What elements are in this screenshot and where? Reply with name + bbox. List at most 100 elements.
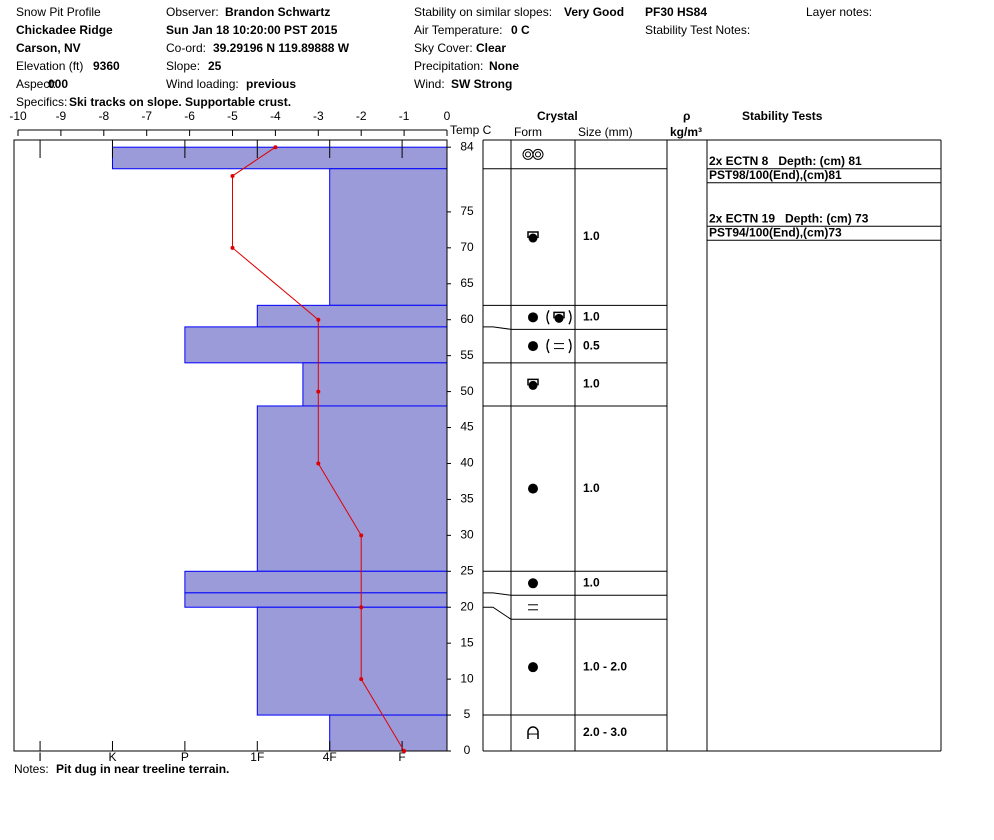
hardness-bar [329,168,448,306]
grain-symbol [525,151,531,158]
location: Chickadee Ridge [16,23,113,37]
hardness-bar [184,570,448,594]
temperature-point [359,677,364,682]
row-connector [483,606,512,620]
temperature-point [316,389,321,394]
aspect-value: 000 [48,77,68,91]
temperature-point [273,145,278,150]
depth-tick-label: 30 [460,528,474,542]
depth-tick-label: 84 [460,139,474,153]
temperature-point [359,605,364,610]
depth-tick-label: 55 [460,348,474,362]
temperature-point [359,533,364,538]
slope-label: Slope: [166,59,200,73]
density-header: kg/m³ [670,125,702,139]
title: Snow Pit Profile [16,5,101,19]
precip-value: None [489,59,519,73]
notes-value: Pit dug in near treeline terrain. [56,762,229,776]
depth-tick-label: 45 [460,420,474,434]
elevation-value: 9360 [93,59,120,73]
bars [111,146,448,752]
stability-test: 2x ECTN 8 Depth: (cm) 81 [709,154,862,168]
temp-tick-label: -3 [313,109,324,123]
crystal-header: Crystal [537,109,578,123]
grain-symbol [554,313,564,323]
depth-tick-label: 35 [460,492,474,506]
header: Snow Pit Profile Chickadee Ridge Carson,… [16,5,872,109]
hardness-bar [256,304,448,328]
date: Sun Jan 18 10:20:00 PST 2015 [166,23,338,37]
grain-size: 0.5 [583,338,600,352]
temp-tick-label: -10 [9,109,27,123]
temp-tick-label: -5 [227,109,238,123]
hardness-tick-label: I [38,750,41,764]
grain-symbol [532,148,544,160]
sky-label: Sky Cover: [414,41,473,55]
hardness-bar [256,606,448,716]
row-connector [483,592,512,596]
hardness-tick-label: 4F [323,750,337,764]
temp-tick-label: -8 [98,109,109,123]
temp-tick-label: -2 [356,109,367,123]
grain-symbol [522,148,534,160]
grain-symbol [528,578,538,589]
hardness-tick-label: P [181,750,189,764]
observer-value: Brandon Schwartz [225,5,330,19]
area: Carson, NV [16,41,81,55]
temp-axis-label: Temp C [450,123,492,137]
grain-symbol [568,338,572,354]
grain-size: 1.0 [583,481,600,495]
temperature-point [230,173,235,178]
slope-value: 25 [208,59,222,73]
layer-notes: Layer notes: [806,5,872,19]
specifics-value: Ski tracks on slope. Supportable crust. [69,95,291,109]
hardness-tick-label: 1F [250,750,264,764]
hardness-bar [184,592,448,608]
hardness-bar [302,362,448,407]
coord-value: 39.29196 N 119.89888 W [213,41,350,55]
stability-header: Stability Tests [742,109,823,123]
air-temp-label: Air Temperature: [414,23,502,37]
hardness-bar [184,326,448,364]
sky-value: Clear [476,41,506,55]
form-header: Form [514,125,542,139]
grain-size: 1.0 [583,310,600,324]
wind-label: Wind: [414,77,445,91]
depth-tick-label: 15 [460,635,474,649]
grain-symbol [528,380,538,390]
depth-tick-label: 0 [464,743,471,757]
stability-test: 2x ECTN 19 Depth: (cm) 73 [709,211,869,225]
hardness-bar [111,146,448,170]
plot-frame [13,139,448,752]
grain-size: 1.0 [583,377,600,391]
depth-tick-label: 75 [460,204,474,218]
grain-size: 1.0 - 2.0 [583,659,627,673]
hardness-tick-label: F [398,750,405,764]
hardness-bar [256,405,448,572]
grain-symbol [527,378,539,386]
grain-symbol [528,341,538,352]
notes-label: Notes: [14,762,49,776]
depth-tick-label: 60 [460,312,474,326]
row-connector [483,326,512,330]
stability-test: PST94/100(End),(cm)73 [709,225,842,239]
temperature-point [316,317,321,322]
grain-symbol [528,662,538,673]
precip-label: Precipitation: [414,59,483,73]
depth-tick-label: 10 [460,671,474,685]
grain-symbol [553,311,565,319]
depth-tick-label: 70 [460,240,474,254]
grain-symbol [527,726,539,740]
temperature-point [316,461,321,466]
temperature-line [232,146,405,752]
grain-symbol [535,151,541,158]
wind-loading-label: Wind loading: [166,77,239,91]
grain-symbol [546,338,550,354]
grain-size: 1.0 [583,229,600,243]
hardness-tick-label: K [108,750,116,764]
aspect-label: Aspect: [16,77,56,91]
temperature-point [230,245,235,250]
specifics-label: Specifics: [16,95,67,109]
temp-tick-label: -4 [270,109,281,123]
